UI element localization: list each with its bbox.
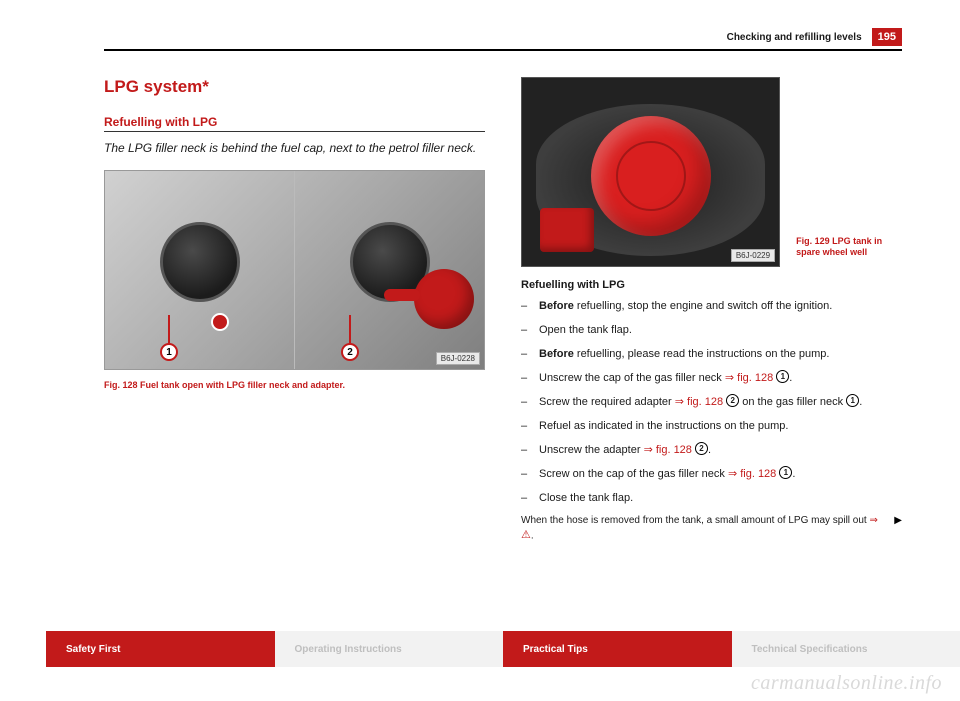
lpg-filler-neck-illustration — [211, 313, 229, 331]
callout-stem-1 — [168, 315, 170, 343]
warning-icon: ⚠ — [521, 528, 531, 543]
page-header: Checking and refilling levels 195 — [104, 28, 902, 51]
divider — [104, 131, 485, 132]
figure-code-129: B6J-0229 — [731, 249, 775, 262]
figure-code-128: B6J-0228 — [436, 352, 480, 365]
nav-safety[interactable]: Safety First — [46, 631, 275, 667]
step-item: –Open the tank flap. — [521, 323, 902, 339]
callout-2: 2 — [341, 343, 359, 361]
section-title: LPG system* — [104, 77, 485, 97]
step-item: –Screw the required adapter ⇒ fig. 128 2… — [521, 395, 902, 411]
step-item: –Screw on the cap of the gas filler neck… — [521, 467, 902, 483]
nav-tech[interactable]: Technical Specifications — [732, 631, 960, 667]
callout-1: 1 — [160, 343, 178, 361]
figure-129-caption: Fig. 129 LPG tank in spare wheel well — [796, 236, 902, 267]
figure-128-caption: Fig. 128 Fuel tank open with LPG filler … — [104, 380, 485, 392]
step-item: –Unscrew the adapter ⇒ fig. 128 2. — [521, 443, 902, 459]
lpg-adapter-illustration — [414, 269, 474, 329]
left-column: LPG system* Refuelling with LPG The LPG … — [104, 77, 485, 544]
lpg-tank-illustration — [591, 116, 711, 236]
figure-128: 1 2 B6J-0228 — [104, 170, 485, 370]
page-number-badge: 195 — [872, 28, 902, 46]
header-title: Checking and refilling levels — [727, 32, 862, 43]
nav-practical[interactable]: Practical Tips — [503, 631, 732, 667]
callout-stem-2 — [349, 315, 351, 343]
tank-valve-block-illustration — [540, 208, 594, 252]
refuel-heading: Refuelling with LPG — [521, 279, 902, 291]
spill-note: When the hose is removed from the tank, … — [521, 514, 902, 543]
step-item: –Close the tank flap. — [521, 491, 902, 507]
watermark: carmanualsonline.info — [751, 672, 942, 695]
continuation-arrow-icon: ▶ — [894, 514, 902, 543]
step-item: –Refuel as indicated in the instructions… — [521, 419, 902, 435]
step-item: –Before refuelling, stop the engine and … — [521, 299, 902, 315]
left-subheading: Refuelling with LPG — [104, 115, 485, 129]
bottom-nav: Safety First Operating Instructions Prac… — [0, 631, 960, 667]
fuel-cap-illustration — [160, 222, 240, 302]
steps-list: –Before refuelling, stop the engine and … — [521, 299, 902, 506]
step-item: –Before refuelling, please read the inst… — [521, 347, 902, 363]
figure-129: B6J-0229 — [521, 77, 780, 267]
step-item: –Unscrew the cap of the gas filler neck … — [521, 371, 902, 387]
left-description: The LPG filler neck is behind the fuel c… — [104, 140, 485, 156]
right-column: B6J-0229 Fig. 129 LPG tank in spare whee… — [521, 77, 902, 544]
nav-operating[interactable]: Operating Instructions — [275, 631, 504, 667]
